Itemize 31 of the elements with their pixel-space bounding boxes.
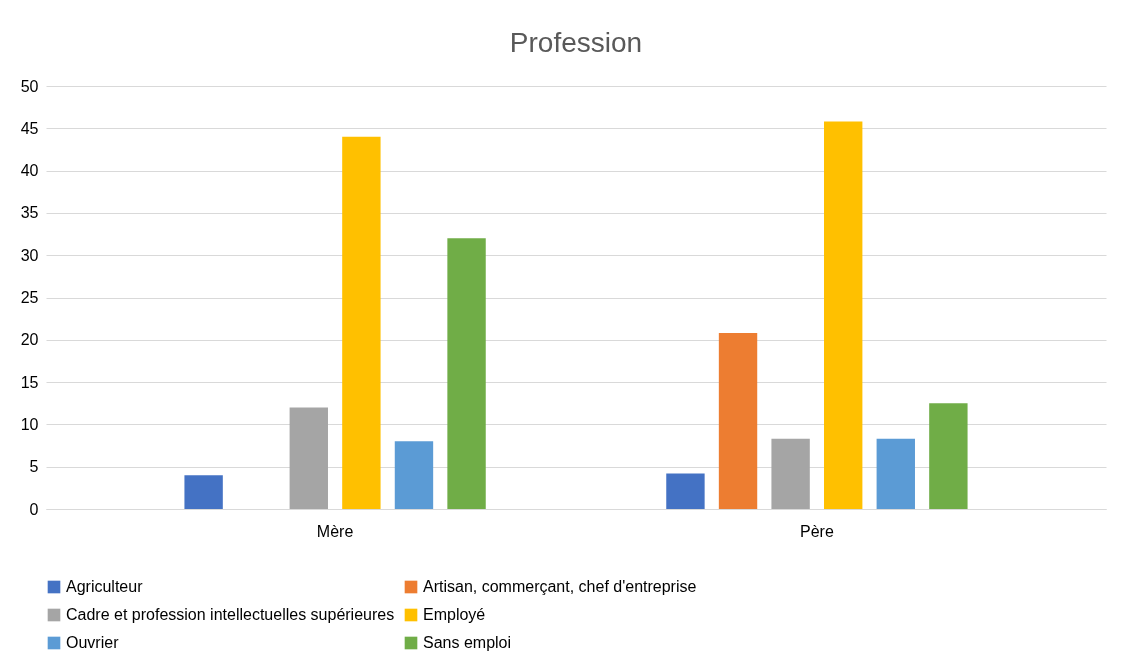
bar bbox=[342, 136, 381, 509]
bar bbox=[394, 441, 434, 509]
legend-label: Cadre et profession intellectuelles supérieures bbox=[66, 606, 395, 623]
bar bbox=[718, 333, 758, 509]
bar bbox=[929, 403, 968, 509]
y-tick-label: 25 bbox=[20, 289, 39, 306]
legend-label: Artisan, commerçant, chef d'entreprise bbox=[423, 578, 697, 595]
y-tick-label: 40 bbox=[20, 162, 39, 180]
y-tick-label: 35 bbox=[20, 204, 39, 222]
bar bbox=[876, 438, 915, 509]
legend-label: Ouvrier bbox=[66, 634, 120, 651]
y-tick-label: 30 bbox=[20, 246, 39, 264]
bar bbox=[666, 473, 705, 509]
bar bbox=[184, 475, 223, 509]
y-tick-label: 0 bbox=[29, 500, 39, 518]
chart-title: Profession bbox=[509, 27, 643, 58]
y-tick-label: 20 bbox=[20, 331, 39, 349]
y-tick-label: 5 bbox=[29, 458, 39, 476]
legend-label: Agriculteur bbox=[66, 578, 144, 595]
y-tick-label: 45 bbox=[20, 119, 39, 137]
legend-label: Sans emploi bbox=[423, 634, 512, 651]
bar bbox=[824, 121, 863, 509]
y-tick-label: 50 bbox=[20, 77, 39, 95]
bar bbox=[447, 238, 486, 509]
y-tick-label: 15 bbox=[20, 373, 39, 391]
y-tick-label: 10 bbox=[20, 415, 39, 433]
legend-label: Employé bbox=[423, 606, 486, 623]
bar bbox=[289, 407, 328, 509]
x-tick-label: Mère bbox=[316, 522, 354, 540]
x-tick-label: Père bbox=[800, 522, 834, 540]
bar bbox=[771, 438, 810, 509]
